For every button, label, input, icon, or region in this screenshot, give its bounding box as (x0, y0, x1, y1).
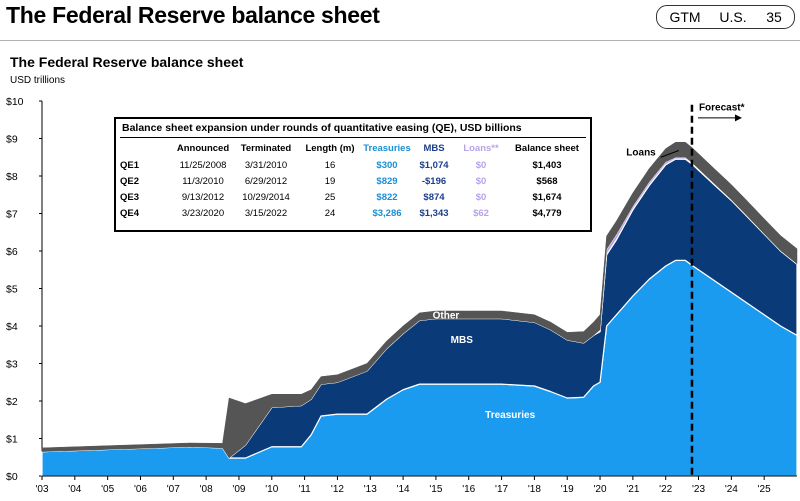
x-tick-label: '16 (462, 484, 475, 495)
cell-mbs: $1,074 (419, 160, 449, 171)
x-tick-label: '12 (331, 484, 344, 495)
x-tick-label: '08 (200, 484, 213, 495)
cell-mbs: -$196 (421, 176, 447, 187)
x-tick-label: '05 (101, 484, 114, 495)
cell-length: 24 (324, 208, 336, 219)
cell-length: 25 (324, 192, 336, 203)
y-tick-label: $4 (6, 321, 18, 333)
x-tick-label: '18 (528, 484, 541, 495)
page-number: 35 (754, 5, 795, 29)
y-tick-label: $6 (6, 246, 18, 258)
cell-treasuries: $300 (376, 160, 398, 171)
header-treasuries: Treasuries (363, 143, 411, 154)
cell-balance-sheet: $1,674 (532, 192, 562, 203)
x-tick-label: '15 (429, 484, 442, 495)
table-row: QE4 3/23/2020 3/15/2022 24 $3,286 $1,343 $62 $4… (116, 208, 590, 220)
mbs-area-label: MBS (451, 335, 474, 346)
x-tick-label: '03 (35, 484, 48, 495)
x-tick-label: '13 (364, 484, 377, 495)
cell-balance-sheet: $1,403 (532, 160, 562, 171)
forecast-label: Forecast* (699, 102, 745, 113)
x-tick-label: '06 (134, 484, 147, 495)
y-tick-label: $8 (6, 171, 18, 183)
chart-unit-label: USD trillions (10, 75, 66, 86)
x-tick-label: '21 (626, 484, 639, 495)
loans-pointer (660, 150, 680, 158)
cell-balance-sheet: $4,779 (532, 208, 562, 219)
cell-loans: $0 (475, 176, 487, 187)
x-tick-label: '22 (659, 484, 672, 495)
x-tick-label: '17 (495, 484, 508, 495)
cell-qe: QE2 (120, 176, 140, 187)
cell-qe: QE1 (120, 160, 140, 171)
header-announced: Announced (176, 143, 230, 154)
x-tick-label: '19 (561, 484, 574, 495)
cell-qe: QE3 (120, 192, 140, 203)
x-tick-label: '04 (68, 484, 81, 495)
cell-announced: 11/25/2008 (179, 160, 227, 171)
page-title: The Federal Reserve balance sheet (6, 2, 380, 28)
chart-title: The Federal Reserve balance sheet (10, 54, 244, 70)
cell-terminated: 6/29/2012 (244, 176, 288, 187)
x-tick-label: '10 (265, 484, 278, 495)
x-tick-label: '14 (397, 484, 410, 495)
cell-balance-sheet: $568 (536, 176, 558, 187)
y-tick-label: $2 (6, 396, 18, 408)
other-area-label: Other (433, 311, 460, 322)
qe-table-header: Announced Terminated Length (m) Treasuri… (116, 143, 590, 155)
header-loans: Loans** (463, 143, 499, 154)
x-tick-label: '07 (167, 484, 180, 495)
header-balance-sheet: Balance sheet (515, 143, 579, 154)
cell-mbs: $874 (423, 192, 445, 203)
other-area (41, 142, 798, 459)
y-tick-label: $5 (6, 284, 18, 296)
table-row: QE3 9/13/2012 10/29/2014 25 $822 $874 $0 $1,674 (116, 192, 590, 204)
table-row: QE1 11/25/2008 3/31/2010 16 $300 $1,074 $0 $1,4… (116, 160, 590, 172)
gtm-tag: GTM (656, 5, 714, 29)
x-tick-label: '23 (692, 484, 705, 495)
y-tick-label: $9 (6, 134, 18, 146)
qe-table-title: Balance sheet expansion under rounds of … (122, 122, 522, 134)
header-divider (0, 40, 800, 41)
forecast-arrowhead-icon (734, 114, 742, 122)
table-row: QE2 11/3/2010 6/29/2012 19 $829 -$196 $0 $568 (116, 176, 590, 188)
cell-announced: 9/13/2012 (181, 192, 225, 203)
cell-terminated: 3/15/2022 (244, 208, 288, 219)
cell-treasuries: $822 (376, 192, 398, 203)
qe-table: Balance sheet expansion under rounds of … (114, 117, 592, 232)
qe-table-rule (120, 137, 586, 138)
cell-qe: QE4 (120, 208, 140, 219)
cell-length: 19 (324, 176, 336, 187)
cell-loans: $0 (475, 160, 487, 171)
y-tick-label: $1 (6, 434, 18, 446)
x-tick-label: '24 (725, 484, 738, 495)
cell-announced: 11/3/2010 (182, 176, 224, 187)
x-axis: '03 '04 '05 '06 '07 '08 '09 '10 '11 '12 '13 '14 '15 '… (35, 475, 797, 495)
y-tick-label: $7 (6, 209, 18, 221)
cell-treasuries: $3,286 (372, 208, 402, 219)
y-axis: $0 $1 $2 $3 $4 $5 $6 $7 $8 $9 $10 (6, 96, 43, 483)
cell-length: 16 (324, 160, 336, 171)
y-tick-label: $3 (6, 359, 18, 371)
x-tick-label: '20 (594, 484, 607, 495)
header-length: Length (m) (305, 143, 355, 154)
header-mbs: MBS (423, 143, 445, 154)
y-tick-label: $0 (6, 471, 18, 483)
x-tick-label: '09 (232, 484, 245, 495)
cell-loans: $62 (473, 208, 489, 219)
cell-terminated: 3/31/2010 (244, 160, 288, 171)
cell-terminated: 10/29/2014 (242, 192, 290, 203)
header-terminated: Terminated (240, 143, 292, 154)
cell-announced: 3/23/2020 (181, 208, 225, 219)
x-tick-label: '25 (758, 484, 771, 495)
cell-loans: $0 (475, 192, 487, 203)
cell-mbs: $1,343 (419, 208, 449, 219)
x-tick-label: '11 (298, 484, 311, 495)
loans-label: Loans (626, 147, 656, 158)
y-tick-label: $10 (6, 96, 24, 108)
treasuries-area-label: Treasuries (485, 410, 535, 421)
cell-treasuries: $829 (376, 176, 398, 187)
